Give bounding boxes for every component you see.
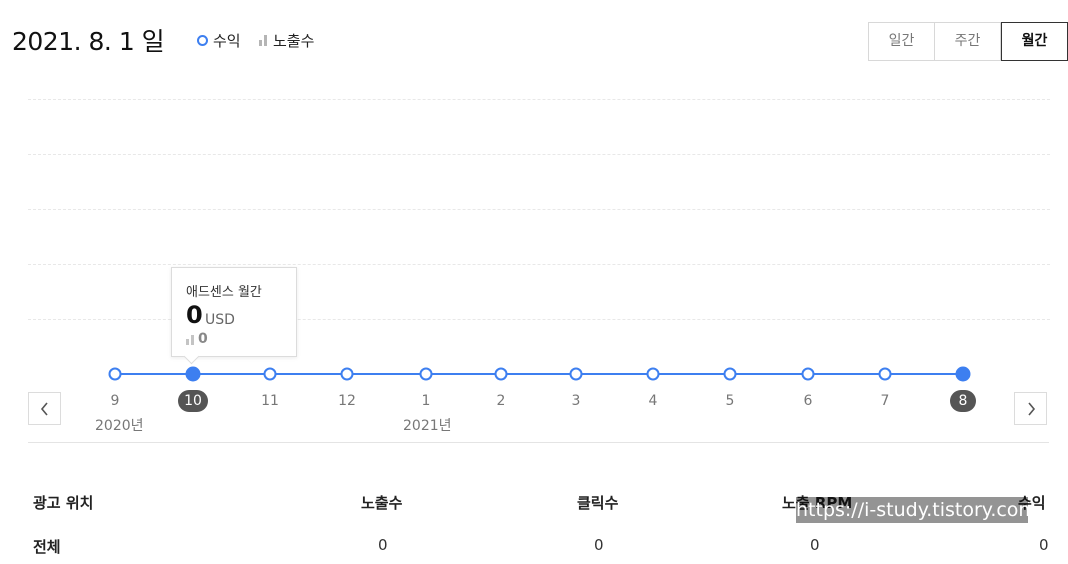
tooltip-impressions: 0 xyxy=(186,331,208,347)
x-tick-label[interactable]: 4 xyxy=(648,393,658,409)
data-point[interactable] xyxy=(801,367,815,381)
row-total-clicks: 0 xyxy=(594,536,604,554)
grid-line xyxy=(28,319,1050,320)
tooltip-revenue-value: 0 xyxy=(186,301,203,329)
x-tick-selected-badge xyxy=(950,390,976,412)
x-tick-label[interactable]: 6 xyxy=(803,393,813,409)
data-point[interactable] xyxy=(569,367,583,381)
x-tick-label[interactable]: 10 xyxy=(184,393,202,409)
x-tick-label[interactable]: 12 xyxy=(338,393,356,409)
column-header-ad-position: 광고 위치 xyxy=(33,494,94,512)
data-point[interactable] xyxy=(723,367,737,381)
divider xyxy=(28,442,1049,443)
period-toggle: 일간 주간 월간 xyxy=(868,22,1068,61)
data-point[interactable] xyxy=(263,367,277,381)
x-tick-label[interactable]: 9 xyxy=(110,393,120,409)
chevron-left-icon xyxy=(40,402,48,416)
chart-tooltip: 애드센스 월간 0 USD 0 xyxy=(171,267,297,365)
data-point[interactable] xyxy=(108,367,122,381)
row-total-impressions: 0 xyxy=(378,536,388,554)
revenue-legend-icon xyxy=(197,35,208,46)
x-tick-selected-badge xyxy=(178,390,208,412)
x-tick-label[interactable]: 1 xyxy=(421,393,431,409)
next-button[interactable] xyxy=(1014,392,1047,425)
row-total-label: 전체 xyxy=(33,538,61,556)
x-tick-label[interactable]: 2 xyxy=(496,393,506,409)
year-label-2021: 2021년 xyxy=(403,418,452,434)
data-point[interactable] xyxy=(185,366,201,382)
revenue-line-chart xyxy=(108,366,971,382)
x-tick-label[interactable]: 8 xyxy=(958,393,968,409)
tab-daily[interactable]: 일간 xyxy=(869,23,935,60)
x-tick-label[interactable]: 11 xyxy=(261,393,279,409)
column-header-impressions: 노출수 xyxy=(361,494,403,512)
data-point[interactable] xyxy=(646,367,660,381)
x-tick-label[interactable]: 5 xyxy=(725,393,735,409)
row-total-rpm: 0 xyxy=(810,536,820,554)
grid-line xyxy=(28,99,1050,100)
tooltip-title: 애드센스 월간 xyxy=(186,285,262,300)
watermark: https://i-study.tistory.com xyxy=(796,497,1037,523)
bar-chart-icon xyxy=(186,334,194,345)
legend-revenue: 수익 xyxy=(197,30,241,51)
data-point[interactable] xyxy=(955,366,971,382)
chevron-right-icon xyxy=(1028,402,1036,416)
x-tick-label[interactable]: 3 xyxy=(571,393,581,409)
row-total-revenue: 0 xyxy=(1039,536,1049,554)
data-point[interactable] xyxy=(494,367,508,381)
data-point[interactable] xyxy=(419,367,433,381)
grid-line xyxy=(28,209,1050,210)
bar-chart-icon xyxy=(259,35,267,46)
legend-revenue-label: 수익 xyxy=(213,32,241,50)
column-header-clicks: 클릭수 xyxy=(577,494,619,512)
column-header-revenue: 수익 xyxy=(1018,494,1046,512)
grid-line xyxy=(28,264,1050,265)
page-title: 2021. 8. 1 일 xyxy=(12,27,165,56)
x-tick-label[interactable]: 7 xyxy=(880,393,890,409)
tooltip-currency: USD xyxy=(205,312,235,328)
legend-impressions: 노출수 xyxy=(259,30,314,51)
grid-line xyxy=(28,154,1050,155)
legend-impressions-label: 노출수 xyxy=(273,32,315,50)
previous-button[interactable] xyxy=(28,392,61,425)
data-point[interactable] xyxy=(878,367,892,381)
year-label-2020: 2020년 xyxy=(95,418,144,434)
tab-monthly[interactable]: 월간 xyxy=(1001,22,1068,61)
data-point[interactable] xyxy=(340,367,354,381)
column-header-rpm: 노출 RPM xyxy=(782,494,853,512)
tooltip-impressions-value: 0 xyxy=(198,331,208,347)
tab-weekly[interactable]: 주간 xyxy=(935,23,1001,60)
